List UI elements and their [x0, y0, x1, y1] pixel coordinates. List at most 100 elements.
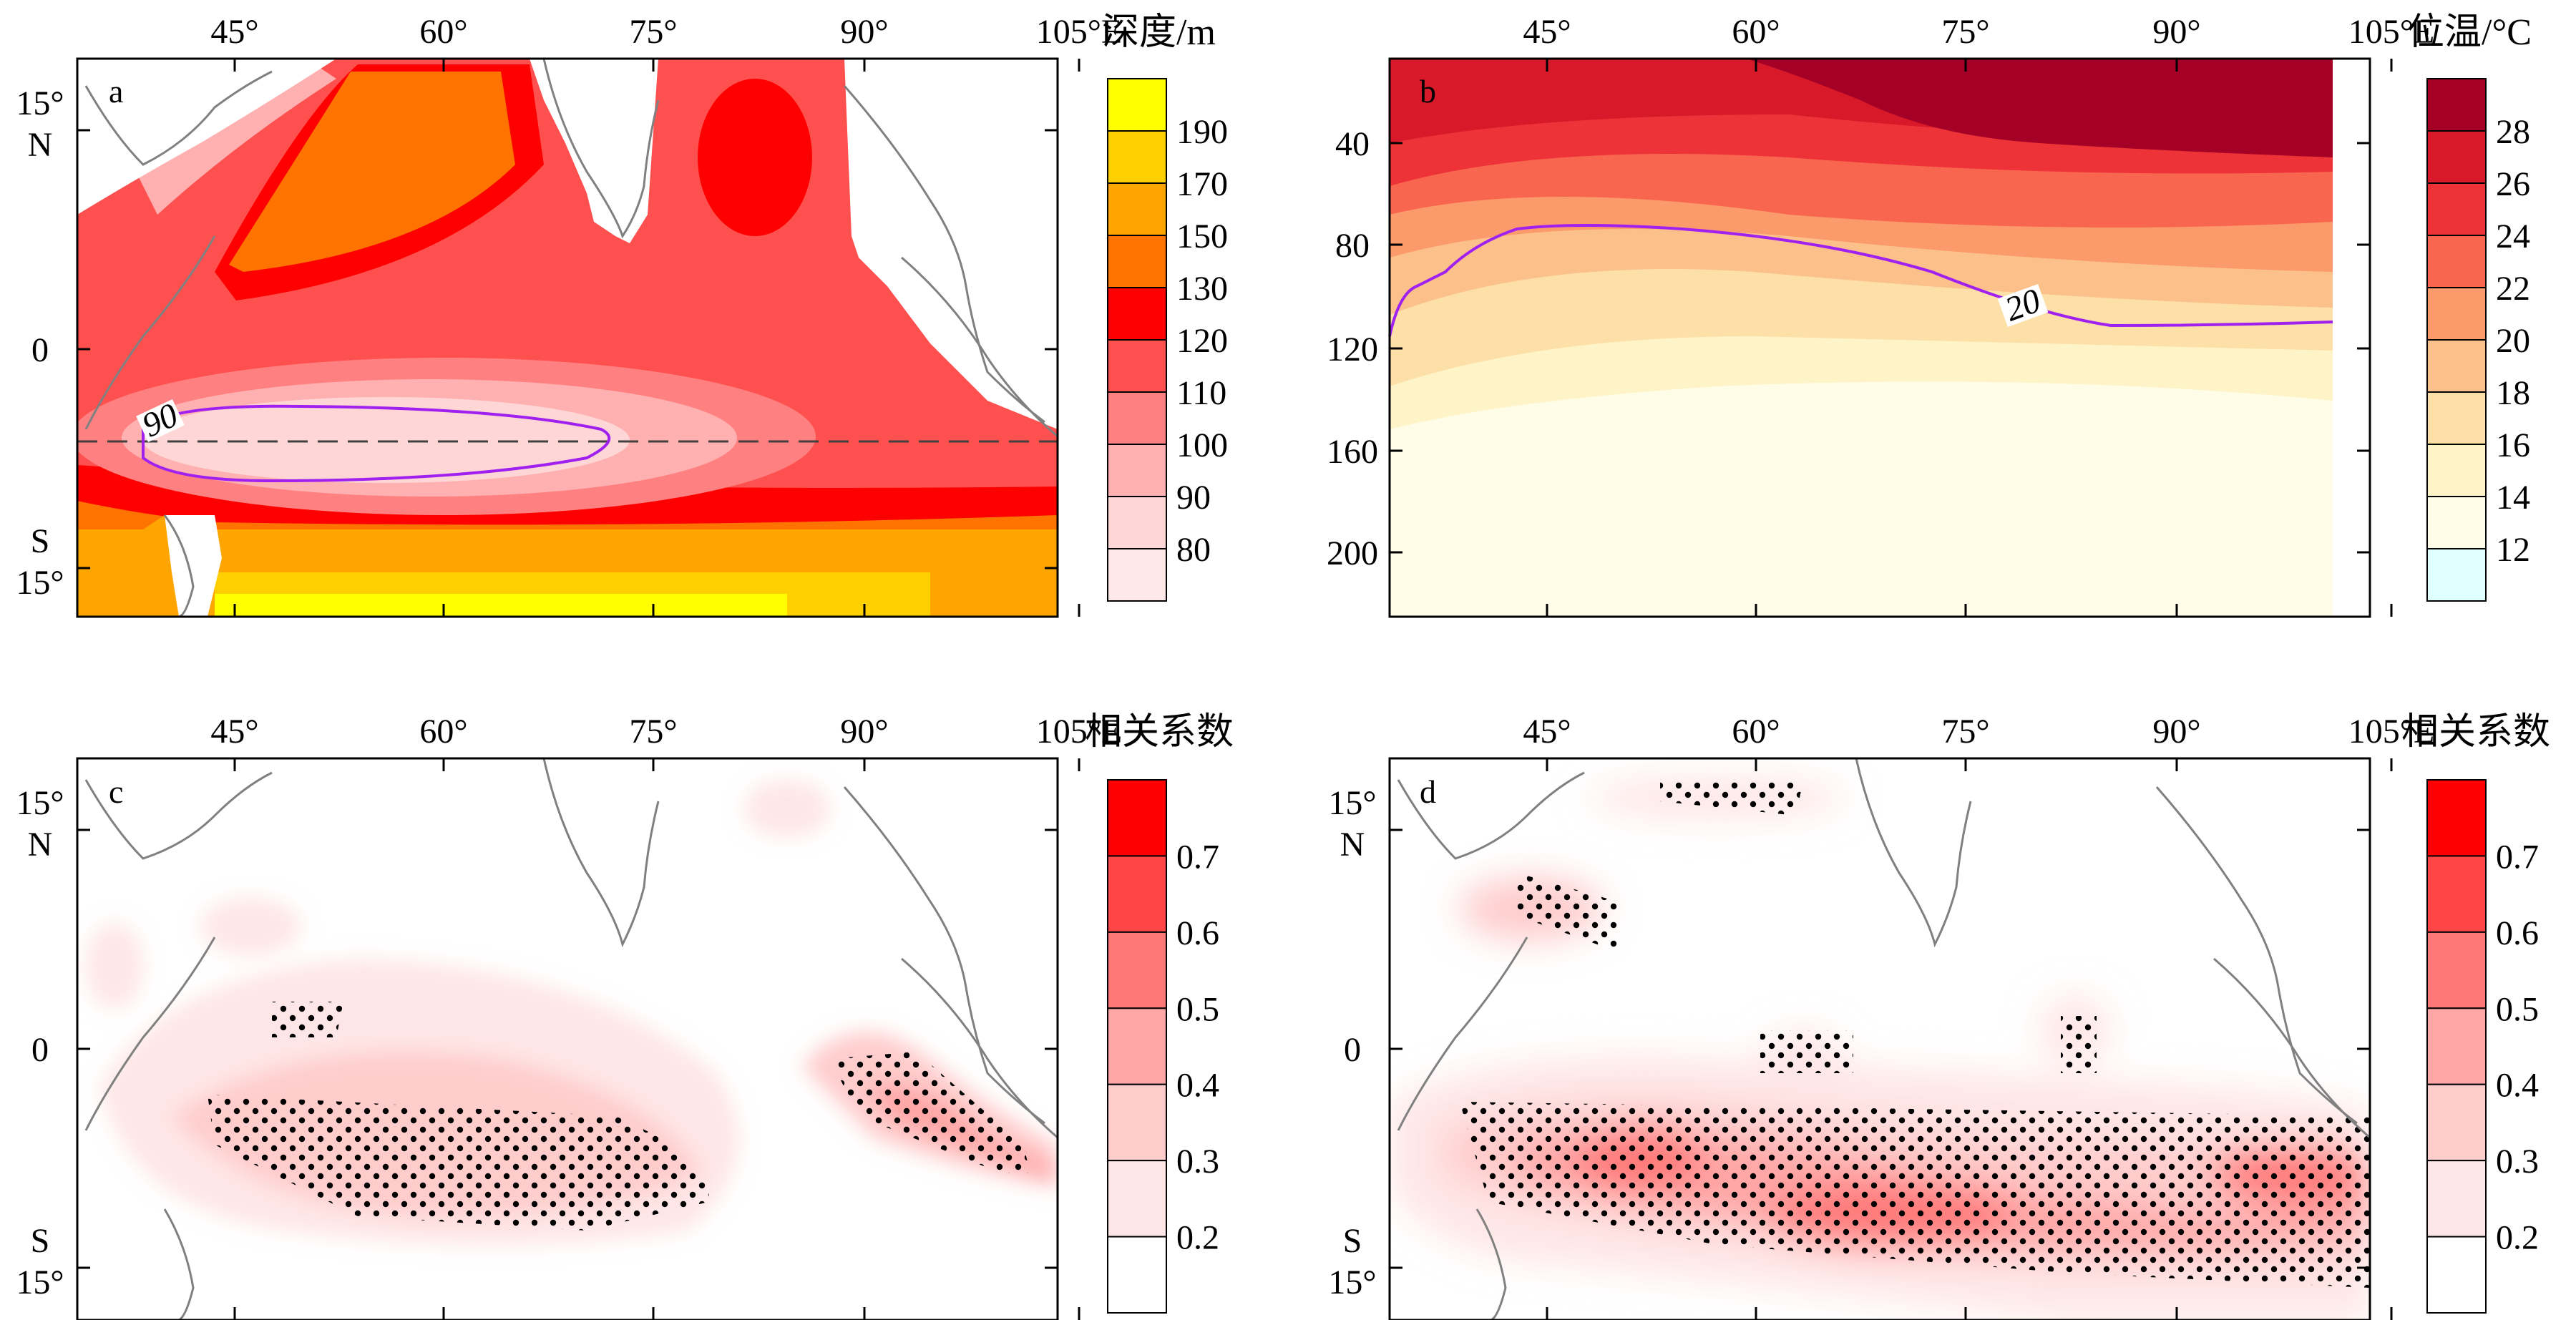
panel-b: 20 b — [1388, 57, 2371, 618]
colorbar-tick-label: 18 — [2496, 374, 2530, 412]
x-tick-label: 90° — [840, 13, 888, 51]
panel-a: 90 a — [76, 57, 1059, 618]
colorbar-tick-label: 0.4 — [1176, 1067, 1219, 1105]
x-tick-label: 60° — [419, 713, 467, 751]
panel-c: c — [76, 757, 1059, 1320]
colorbar-swatch — [2426, 855, 2487, 933]
colorbar-tick-label: 20 — [2496, 322, 2530, 360]
colorbar-swatch — [1107, 1007, 1167, 1085]
colorbar-tick-label: 130 — [1176, 270, 1228, 308]
colorbar-swatch — [2426, 235, 2487, 288]
panel-c-coastlines — [84, 758, 1058, 1320]
colorbar-swatch — [1107, 444, 1167, 497]
y-tick-label: 0 — [1344, 1031, 1361, 1069]
colorbar-swatch — [1107, 78, 1167, 132]
y-tick-label: N — [1340, 826, 1365, 864]
colorbar-swatch — [2426, 130, 2487, 184]
colorbar-tick-label: 80 — [1176, 531, 1211, 569]
panel-a-coastlines — [84, 59, 1058, 617]
y-tick-label: 40 — [1335, 125, 1370, 163]
colorbar-swatch — [1107, 1083, 1167, 1162]
colorbar-title: 深度/m — [1102, 12, 1216, 53]
colorbar-swatch — [1107, 1236, 1167, 1314]
y-tick-label: N — [28, 126, 53, 164]
x-tick-label: 75° — [1941, 713, 1989, 751]
panel-a-map-field — [77, 59, 1058, 617]
colorbar-tick-label: 110 — [1176, 374, 1226, 412]
colorbar-tick-label: 28 — [2496, 113, 2530, 151]
colorbar-title: 相关系数 — [2401, 712, 2550, 753]
panel-b-frame — [1388, 57, 2371, 618]
colorbar-tick-label: 0.2 — [1176, 1219, 1219, 1257]
colorbar-swatch — [2426, 1083, 2487, 1162]
colorbar-swatch — [1107, 496, 1167, 549]
colorbar-swatch — [1107, 391, 1167, 445]
colorbar-title: 位温/°C — [2407, 12, 2532, 53]
panel-a-contour-90 — [142, 404, 611, 483]
colorbar-tick-label: 0.7 — [1176, 838, 1219, 876]
x-tick-label: 45° — [210, 713, 258, 751]
y-tick-label: 15° — [16, 784, 64, 822]
colorbar-tick-label: 170 — [1176, 165, 1228, 203]
y-tick-label: 0 — [31, 331, 49, 369]
colorbar-swatch — [2426, 78, 2487, 132]
colorbar-tick-label: 90 — [1176, 479, 1211, 517]
x-tick-label: 105°E — [1036, 13, 1123, 51]
colorbar-swatch — [1107, 130, 1167, 184]
colorbar-tick-label: 12 — [2496, 531, 2530, 569]
panel-b-label: b — [1420, 73, 1436, 109]
colorbar-swatch — [1107, 548, 1167, 602]
y-tick-label: S — [31, 522, 50, 560]
x-tick-label: 90° — [840, 713, 888, 751]
x-tick-label: 105°E — [1036, 713, 1123, 751]
x-tick-label: 45° — [210, 13, 258, 51]
colorbar-swatch — [1107, 855, 1167, 933]
colorbar-tick-label: 0.3 — [1176, 1143, 1219, 1180]
x-tick-label: 75° — [1941, 13, 1989, 51]
y-tick-label: 15° — [1328, 784, 1376, 822]
colorbar-tick-label: 0.5 — [2496, 990, 2539, 1028]
colorbar-tick-label: 0.2 — [2496, 1219, 2539, 1257]
colorbar-tick-label: 100 — [1176, 426, 1228, 464]
panel-d-frame — [1388, 757, 2371, 1320]
colorbar-b: 位温/°C 28 26 24 22 20 18 16 14 12 — [2407, 12, 2532, 602]
colorbar-swatch — [2426, 496, 2487, 549]
x-tick-label: 90° — [2152, 713, 2200, 751]
colorbar-title: 相关系数 — [1085, 712, 1234, 753]
colorbar-tick-label: 0.6 — [1176, 914, 1219, 952]
colorbar-swatch — [1107, 235, 1167, 288]
y-tick-label: N — [28, 826, 53, 864]
panel-c-label: c — [109, 773, 123, 810]
colorbar-d: 相关系数 0.7 0.6 0.5 0.4 0.3 0.2 — [2401, 712, 2550, 1314]
colorbar-a: 深度/m 190 170 150 130 120 110 100 90 80 — [1102, 12, 1228, 602]
colorbar-tick-label: 24 — [2496, 217, 2530, 255]
colorbar-c: 相关系数 0.7 0.6 0.5 0.4 0.3 0.2 — [1085, 712, 1234, 1314]
panel-d-correlation-field — [1390, 758, 2370, 1320]
y-tick-label: 160 — [1327, 433, 1378, 471]
y-tick-label: 200 — [1327, 534, 1378, 572]
colorbar-tick-label: 150 — [1176, 217, 1228, 255]
colorbar-tick-label: 120 — [1176, 322, 1228, 360]
y-tick-label: S — [31, 1222, 50, 1260]
x-tick-label: 45° — [1523, 13, 1571, 51]
panel-d: d — [1388, 757, 2371, 1320]
colorbar-swatch — [1107, 339, 1167, 393]
colorbar-tick-label: 190 — [1176, 113, 1228, 151]
x-tick-label: 75° — [629, 713, 677, 751]
colorbar-tick-label: 0.6 — [2496, 914, 2539, 952]
colorbar-swatch — [1107, 779, 1167, 857]
colorbar-swatch — [2426, 548, 2487, 602]
colorbar-tick-label: 0.3 — [2496, 1143, 2539, 1180]
colorbar-swatch — [2426, 1007, 2487, 1085]
y-tick-label: 0 — [31, 1031, 49, 1069]
panel-d-coastlines — [1397, 758, 2370, 1320]
colorbar-tick-label: 16 — [2496, 426, 2530, 464]
y-tick-label: 15° — [16, 564, 64, 602]
panel-d-label: d — [1420, 773, 1436, 810]
colorbar-swatch — [1107, 182, 1167, 236]
colorbar-swatch — [1107, 931, 1167, 1009]
panel-c-frame — [76, 757, 1059, 1320]
colorbar-swatch — [2426, 931, 2487, 1009]
